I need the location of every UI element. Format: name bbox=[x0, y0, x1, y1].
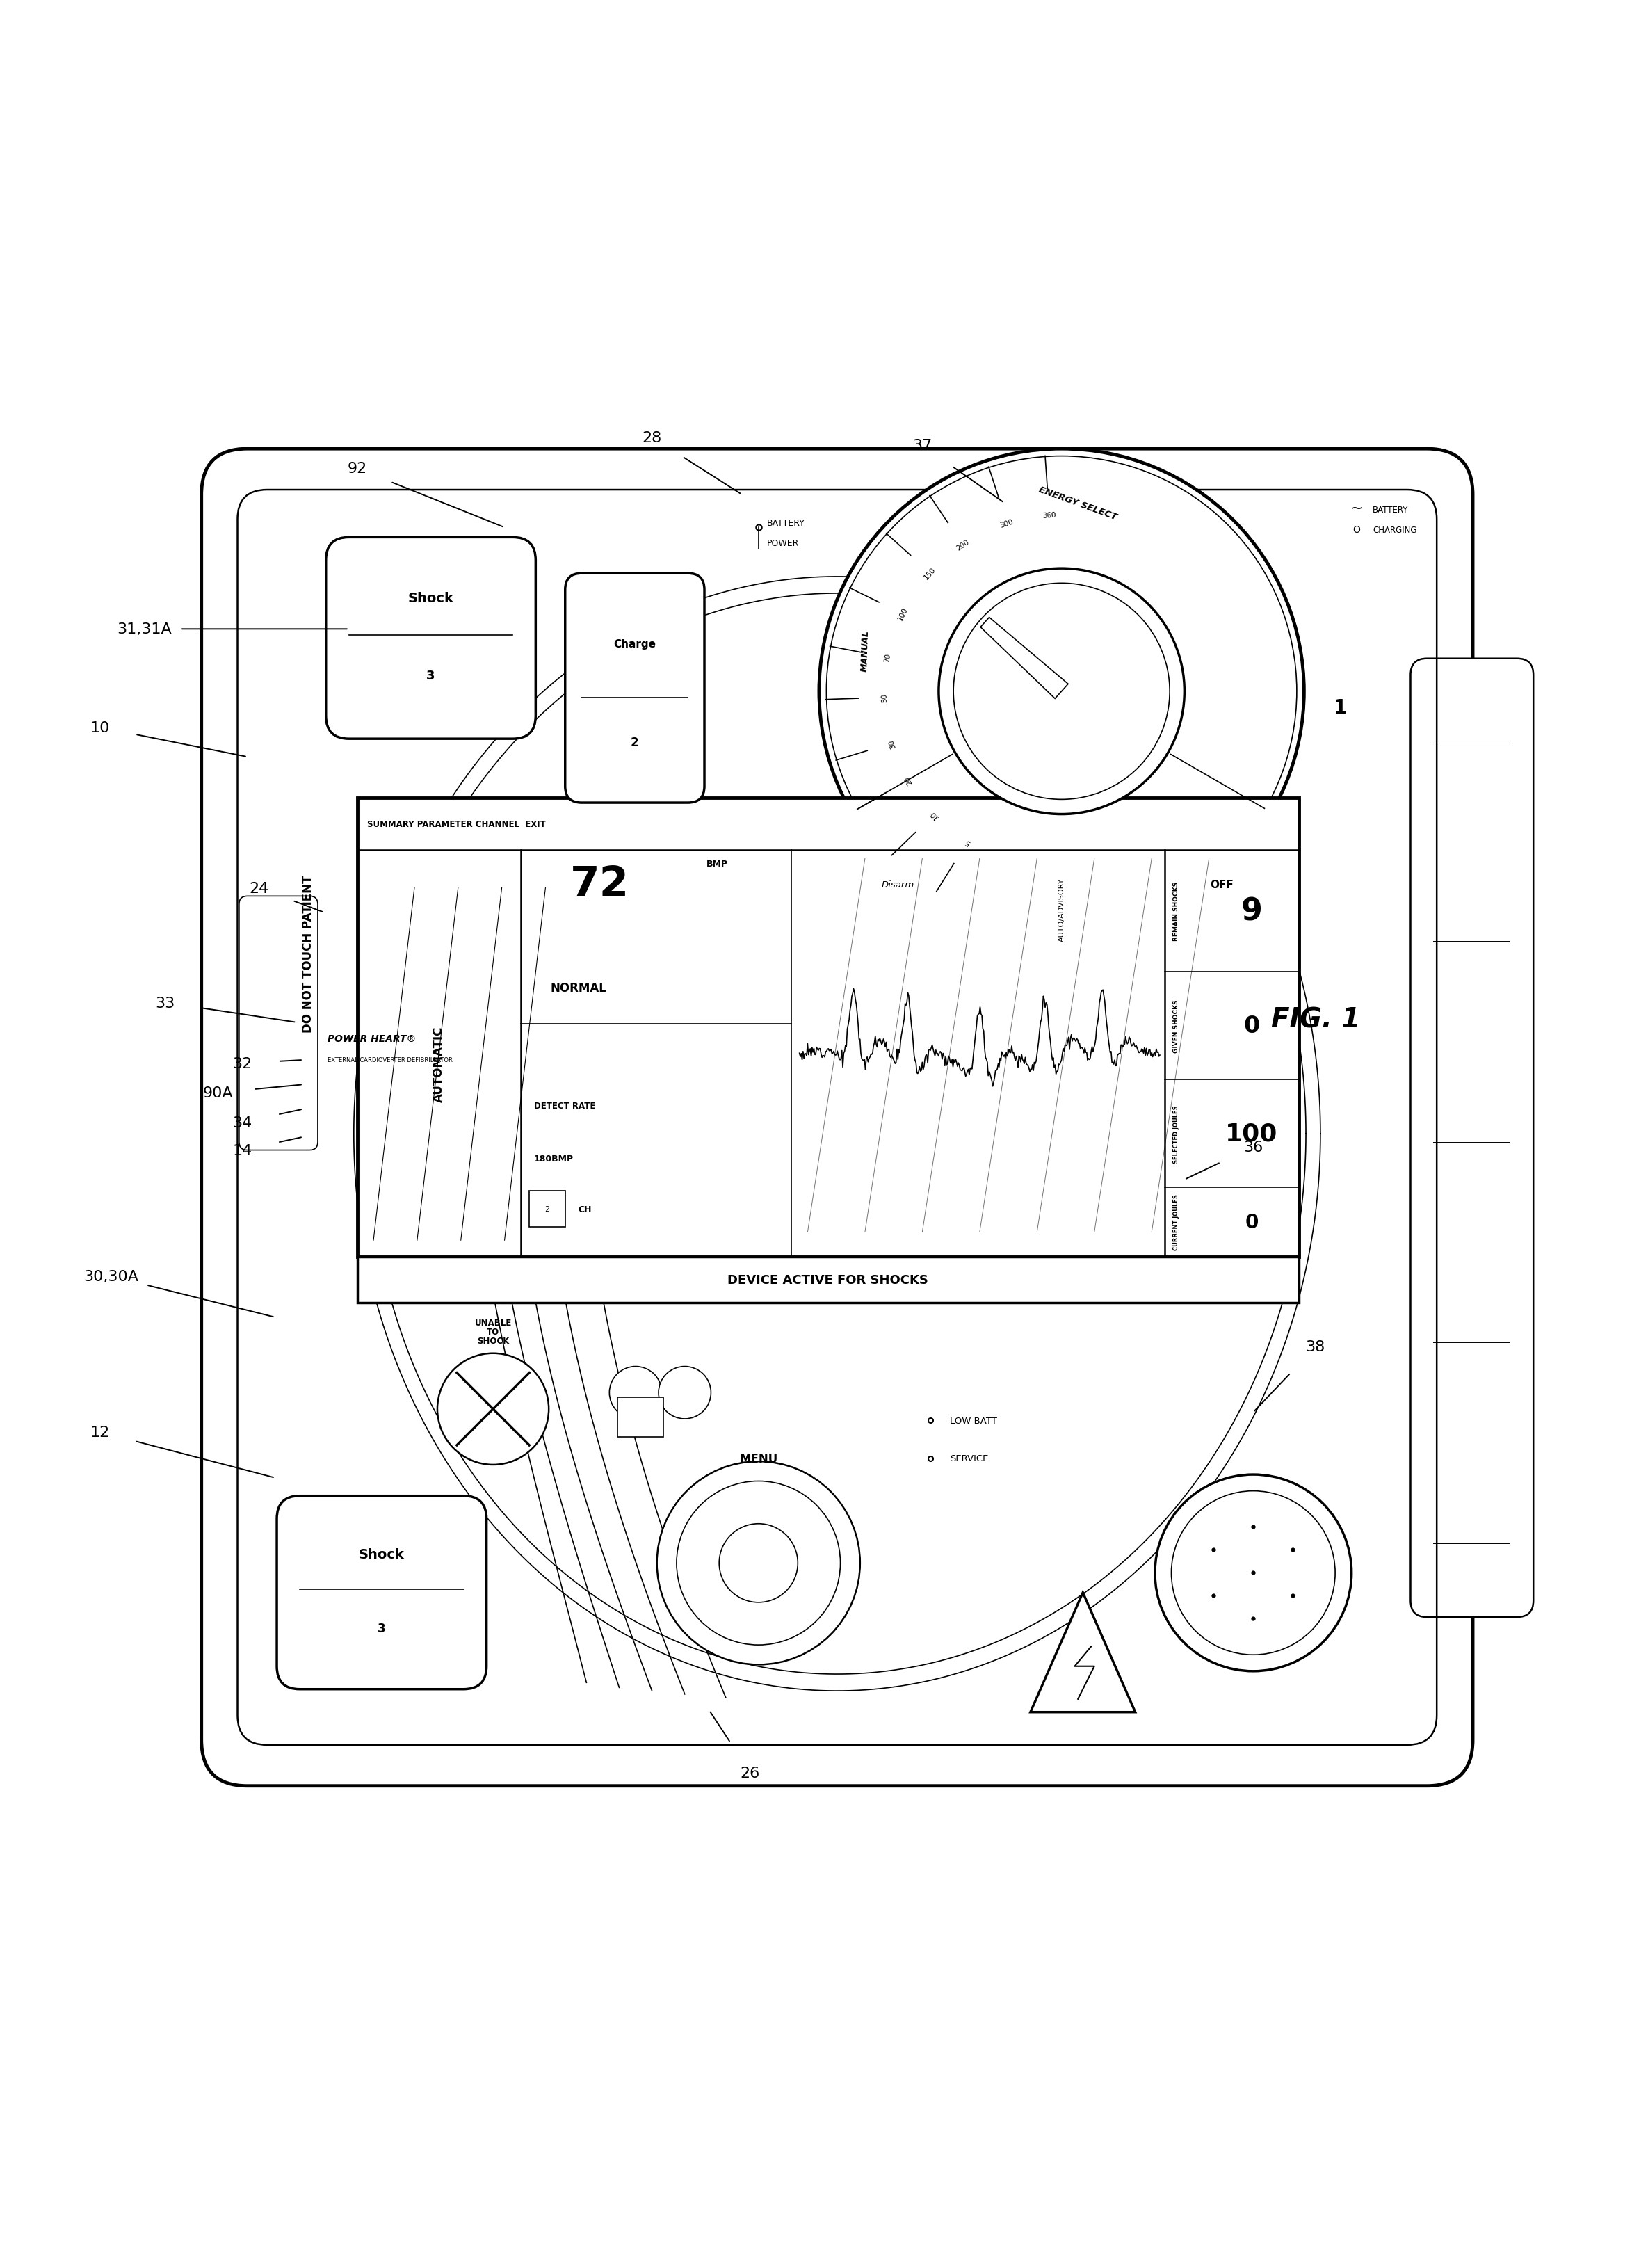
Text: 12: 12 bbox=[91, 1424, 110, 1440]
Circle shape bbox=[659, 1368, 710, 1420]
Text: 2: 2 bbox=[544, 1207, 549, 1213]
Text: MANUAL: MANUAL bbox=[860, 631, 870, 671]
Text: LOW BATT: LOW BATT bbox=[951, 1415, 997, 1424]
Text: POWER HEART®: POWER HEART® bbox=[328, 1034, 417, 1043]
FancyBboxPatch shape bbox=[1411, 660, 1533, 1617]
FancyBboxPatch shape bbox=[358, 798, 1299, 1256]
Text: 300: 300 bbox=[999, 517, 1015, 528]
Text: MENU: MENU bbox=[740, 1452, 778, 1465]
Text: DO NOT TOUCH PATIENT: DO NOT TOUCH PATIENT bbox=[302, 875, 315, 1032]
Text: 9: 9 bbox=[1241, 896, 1262, 925]
Text: GIVEN SHOCKS: GIVEN SHOCKS bbox=[1173, 1000, 1180, 1052]
Text: 0: 0 bbox=[1244, 1014, 1259, 1036]
Circle shape bbox=[719, 1524, 798, 1603]
FancyBboxPatch shape bbox=[326, 538, 536, 739]
Text: BATTERY: BATTERY bbox=[1373, 506, 1409, 515]
Text: 38: 38 bbox=[1305, 1340, 1325, 1354]
Text: Disarm: Disarm bbox=[882, 880, 915, 889]
Text: Charge: Charge bbox=[613, 640, 656, 649]
Text: SERVICE: SERVICE bbox=[951, 1454, 989, 1463]
Text: O: O bbox=[1353, 524, 1360, 535]
Text: 3: 3 bbox=[427, 669, 435, 683]
FancyBboxPatch shape bbox=[201, 449, 1473, 1785]
Text: DETECT RATE: DETECT RATE bbox=[534, 1102, 595, 1111]
Text: 26: 26 bbox=[740, 1767, 760, 1780]
Text: 2: 2 bbox=[631, 737, 639, 748]
Text: 5: 5 bbox=[964, 837, 972, 846]
FancyBboxPatch shape bbox=[358, 1256, 1299, 1302]
Circle shape bbox=[954, 583, 1170, 801]
Text: 360: 360 bbox=[1042, 510, 1056, 519]
Text: 150: 150 bbox=[923, 567, 938, 581]
Text: 100: 100 bbox=[897, 606, 908, 621]
Text: 1: 1 bbox=[1333, 699, 1346, 717]
FancyBboxPatch shape bbox=[565, 574, 704, 803]
Text: Shock: Shock bbox=[359, 1547, 404, 1560]
Text: CH: CH bbox=[578, 1204, 592, 1213]
Text: FIG. 1: FIG. 1 bbox=[1271, 1007, 1360, 1032]
FancyBboxPatch shape bbox=[239, 896, 318, 1150]
Text: 92: 92 bbox=[348, 463, 368, 476]
Text: 3: 3 bbox=[377, 1622, 386, 1635]
FancyBboxPatch shape bbox=[529, 1191, 565, 1227]
Text: ENERGY SELECT: ENERGY SELECT bbox=[1038, 485, 1119, 522]
Text: AUTOMATIC: AUTOMATIC bbox=[433, 1025, 445, 1102]
Text: 33: 33 bbox=[155, 996, 175, 1009]
Text: POWER: POWER bbox=[766, 538, 799, 547]
Text: 180BMP: 180BMP bbox=[534, 1154, 574, 1163]
Text: 20: 20 bbox=[903, 773, 913, 785]
FancyBboxPatch shape bbox=[618, 1397, 664, 1438]
Circle shape bbox=[437, 1354, 549, 1465]
Polygon shape bbox=[981, 617, 1068, 699]
Circle shape bbox=[1172, 1490, 1335, 1656]
Text: 14: 14 bbox=[232, 1143, 252, 1157]
Text: 50: 50 bbox=[882, 694, 888, 703]
Text: 10: 10 bbox=[928, 810, 939, 821]
Text: 0: 0 bbox=[1244, 1213, 1259, 1232]
Text: REMAIN SHOCKS: REMAIN SHOCKS bbox=[1173, 882, 1180, 941]
Circle shape bbox=[939, 569, 1185, 814]
Text: SELECTED JOULES: SELECTED JOULES bbox=[1173, 1105, 1180, 1163]
FancyBboxPatch shape bbox=[277, 1497, 486, 1690]
Text: ~: ~ bbox=[1350, 501, 1363, 515]
Text: 32: 32 bbox=[232, 1057, 252, 1070]
Text: OFF: OFF bbox=[1210, 880, 1234, 891]
Text: DEVICE ACTIVE FOR SHOCKS: DEVICE ACTIVE FOR SHOCKS bbox=[728, 1275, 928, 1286]
Text: 37: 37 bbox=[913, 440, 933, 454]
Text: 30,30A: 30,30A bbox=[84, 1270, 138, 1284]
Polygon shape bbox=[1030, 1592, 1135, 1712]
Text: 90A: 90A bbox=[203, 1086, 232, 1100]
Text: CURRENT JOULES: CURRENT JOULES bbox=[1173, 1195, 1180, 1250]
Text: 100: 100 bbox=[1226, 1123, 1277, 1145]
Text: BMP: BMP bbox=[707, 860, 728, 869]
Circle shape bbox=[1155, 1474, 1351, 1672]
Circle shape bbox=[610, 1368, 662, 1420]
Text: SUMMARY PARAMETER CHANNEL  EXIT: SUMMARY PARAMETER CHANNEL EXIT bbox=[368, 819, 545, 828]
Circle shape bbox=[677, 1481, 840, 1644]
Text: 31,31A: 31,31A bbox=[117, 621, 171, 637]
Text: CHARGING: CHARGING bbox=[1373, 526, 1417, 535]
Text: EXTERNAL CARDIOVERTER DEFIBRILLATOR: EXTERNAL CARDIOVERTER DEFIBRILLATOR bbox=[328, 1057, 453, 1064]
Circle shape bbox=[658, 1461, 860, 1665]
Text: 24: 24 bbox=[249, 882, 269, 896]
Text: NORMAL: NORMAL bbox=[550, 982, 606, 993]
Text: 200: 200 bbox=[954, 538, 971, 551]
Text: Shock: Shock bbox=[409, 592, 453, 606]
Circle shape bbox=[819, 449, 1304, 934]
Text: 36: 36 bbox=[1244, 1141, 1262, 1154]
Text: BATTERY: BATTERY bbox=[766, 519, 804, 528]
Text: 70: 70 bbox=[883, 653, 892, 662]
Text: 30: 30 bbox=[888, 737, 897, 748]
Text: 34: 34 bbox=[232, 1116, 252, 1129]
Text: 72: 72 bbox=[570, 864, 630, 905]
Text: 10: 10 bbox=[91, 721, 110, 735]
Text: AUTO/ADVISORY: AUTO/ADVISORY bbox=[1058, 878, 1065, 941]
Text: UNABLE
TO
SHOCK: UNABLE TO SHOCK bbox=[475, 1318, 511, 1345]
Text: 28: 28 bbox=[643, 431, 662, 445]
